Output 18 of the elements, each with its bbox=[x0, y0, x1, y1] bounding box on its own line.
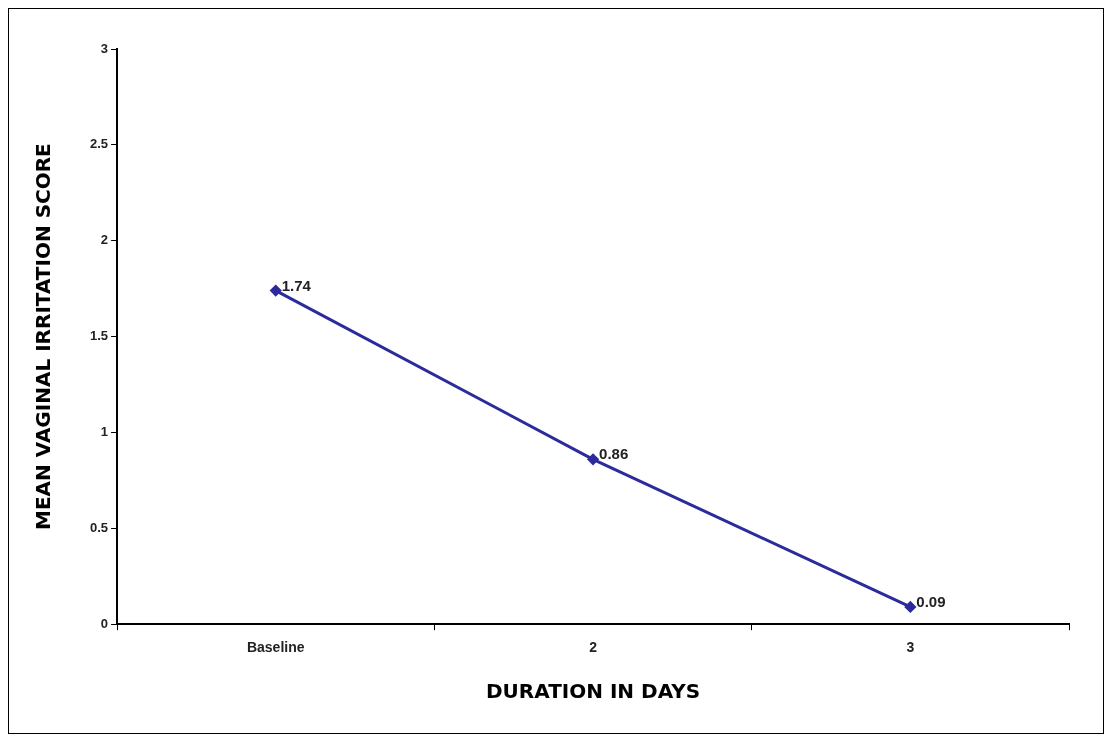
x-axis-title: DURATION IN DAYS bbox=[485, 679, 701, 704]
y-tick-label: 1.5 bbox=[89, 328, 109, 344]
point bbox=[270, 285, 282, 297]
x-tick-label: 3 bbox=[906, 639, 915, 656]
x-tick-label: 2 bbox=[589, 639, 598, 656]
y-tick-label: 0.5 bbox=[89, 519, 109, 535]
data-label: 0.09 bbox=[916, 593, 946, 611]
y-tick-label: 3 bbox=[100, 40, 109, 56]
y-tick-label: 1 bbox=[100, 424, 109, 440]
point bbox=[587, 453, 599, 465]
data-label: 1.74 bbox=[281, 276, 312, 294]
y-tick-label: 2.5 bbox=[89, 136, 109, 152]
y-tick-label: 0 bbox=[100, 615, 109, 631]
data-label: 0.86 bbox=[599, 445, 629, 463]
y-tick-label: 2 bbox=[100, 232, 109, 248]
x-tick-label: Baseline bbox=[246, 639, 305, 656]
point bbox=[904, 601, 916, 613]
y-axis-title: MEAN VAGINAL IRRITATION SCORE bbox=[31, 143, 56, 530]
